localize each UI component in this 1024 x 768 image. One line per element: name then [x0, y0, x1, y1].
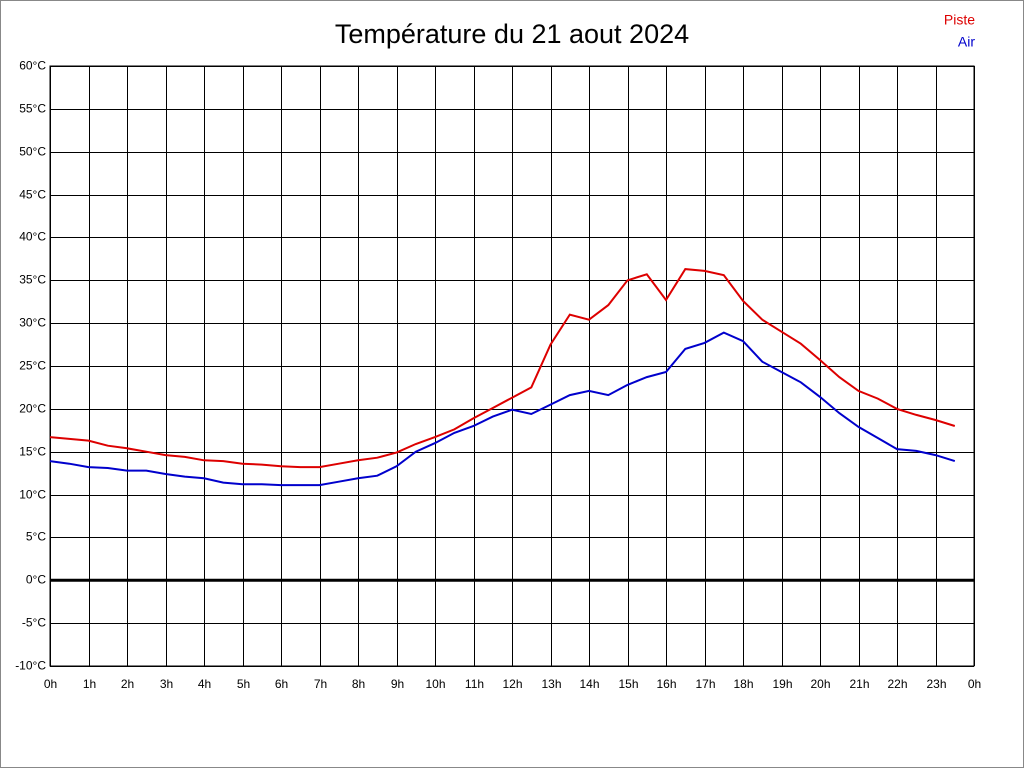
x-tick-label: 13h [541, 677, 561, 691]
y-tick-label: -10°C [15, 659, 46, 673]
y-tick-label: 50°C [19, 145, 46, 159]
y-tick-label: 30°C [19, 316, 46, 330]
x-tick-label: 6h [275, 677, 288, 691]
y-tick-label: 55°C [19, 102, 46, 116]
x-tick-label: 10h [425, 677, 445, 691]
x-tick-label: 20h [810, 677, 830, 691]
y-tick-label: 40°C [19, 230, 46, 244]
x-tick-label: 0h [44, 677, 57, 691]
x-tick-label: 21h [849, 677, 869, 691]
x-tick-label: 11h [465, 677, 484, 691]
x-tick-label: 15h [618, 677, 638, 691]
x-tick-label: 12h [502, 677, 522, 691]
chart-title: Température du 21 aout 2024 [335, 19, 689, 49]
y-tick-label: 20°C [19, 402, 46, 416]
y-tick-label: 45°C [19, 188, 46, 202]
y-tick-label: 35°C [19, 273, 46, 287]
y-tick-label: 0°C [26, 573, 46, 587]
y-tick-label: -5°C [22, 616, 46, 630]
x-tick-label: 9h [391, 677, 404, 691]
legend-entry: Air [958, 34, 975, 50]
x-tick-label: 22h [887, 677, 907, 691]
x-tick-label: 1h [83, 677, 96, 691]
x-tick-label: 17h [695, 677, 715, 691]
y-tick-label: 5°C [26, 530, 46, 544]
x-tick-label: 14h [579, 677, 599, 691]
x-tick-label: 16h [656, 677, 676, 691]
data-line [49, 268, 956, 469]
y-tick-label: 15°C [19, 445, 46, 459]
x-tick-label: 2h [121, 677, 134, 691]
x-tick-label: 19h [772, 677, 792, 691]
x-tick-label: 0h [968, 677, 981, 691]
y-tick-label: 10°C [19, 488, 46, 502]
x-tick-label: 3h [160, 677, 173, 691]
y-tick-label: 60°C [19, 59, 46, 73]
x-tick-label: 7h [314, 677, 327, 691]
x-tick-label: 5h [237, 677, 250, 691]
x-tick-label: 4h [198, 677, 211, 691]
legend-entry: Piste [944, 12, 975, 28]
x-tick-label: 8h [352, 677, 365, 691]
x-tick-label: 18h [733, 677, 753, 691]
y-tick-label: 25°C [19, 359, 46, 373]
x-tick-label: 23h [926, 677, 946, 691]
data-line [49, 331, 956, 487]
